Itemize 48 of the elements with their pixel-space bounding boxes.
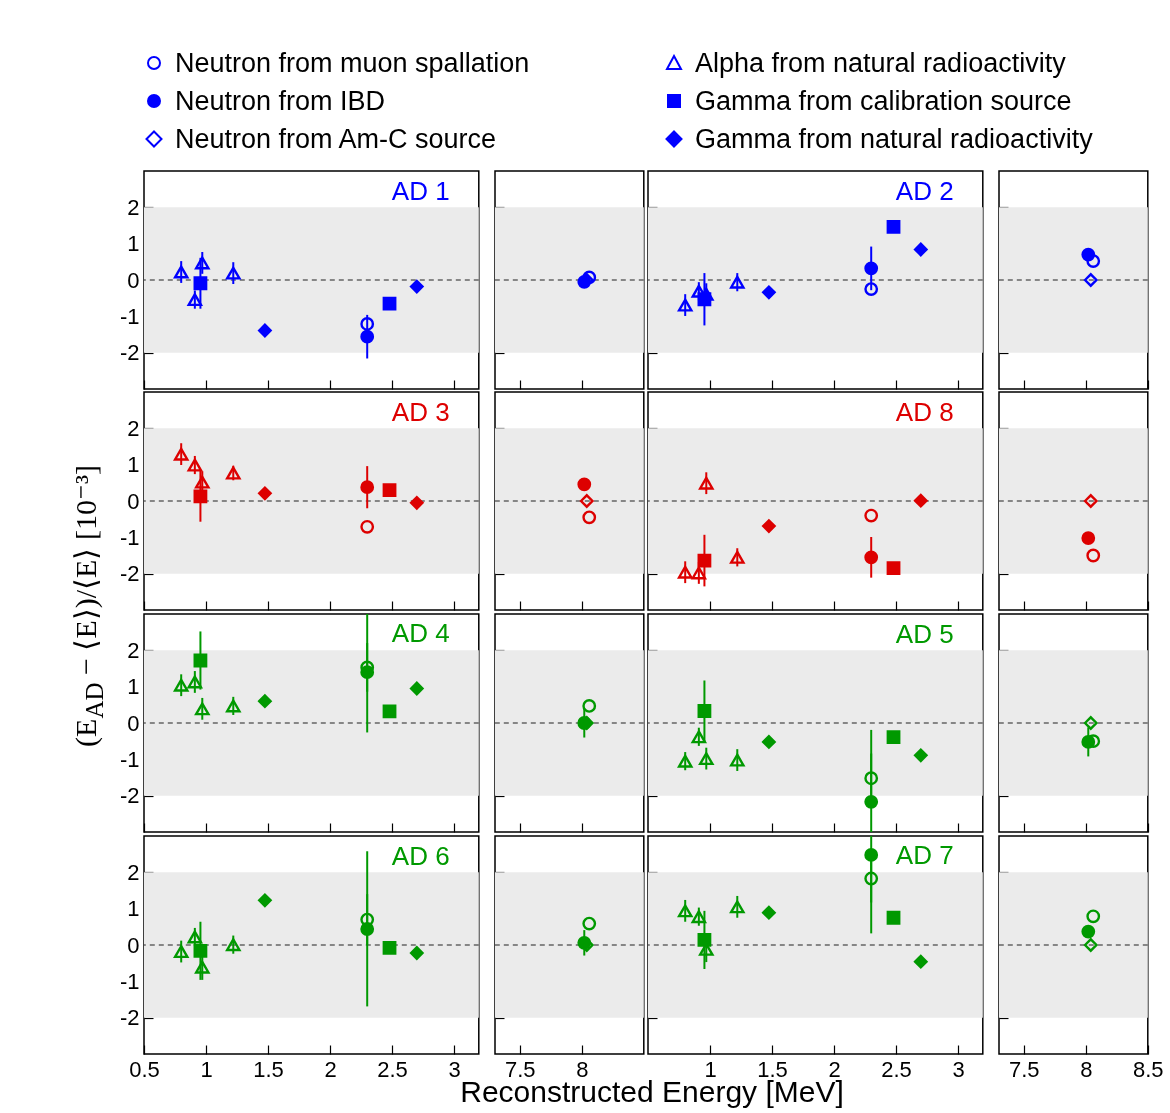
x-tick-label: 3 xyxy=(448,1056,461,1082)
y-tick-label: 2 xyxy=(127,194,140,220)
legend-label: Alpha from natural radioactivity xyxy=(695,47,1066,80)
y-tick-label: 2 xyxy=(127,415,140,441)
y-tick-label: -1 xyxy=(119,746,140,772)
y-tick-label: -2 xyxy=(119,1005,140,1031)
legend-label: Neutron from Am-C source xyxy=(175,123,497,156)
y-tick-label: -1 xyxy=(119,303,140,329)
y-tick-label: 0 xyxy=(127,932,140,958)
chart-title: AD 2 xyxy=(895,176,954,206)
y-tick-label: 0 xyxy=(127,267,140,293)
chart-title: AD 1 xyxy=(391,176,450,206)
y-tick-label: 0 xyxy=(127,710,140,736)
y-tick-label: 2 xyxy=(127,859,140,885)
legend-label: Gamma from natural radioactivity xyxy=(695,123,1093,156)
y-tick-label: 1 xyxy=(127,452,140,478)
x-tick-label: 2 xyxy=(324,1056,337,1082)
x-tick-label: 2.5 xyxy=(881,1056,912,1082)
x-tick-label: 1 xyxy=(200,1056,213,1082)
y-tick-label: -2 xyxy=(119,783,140,809)
x-tick-label: 2.5 xyxy=(377,1056,408,1082)
x-tick-label: 7.5 xyxy=(1009,1056,1040,1082)
legend-label: Gamma from calibration source xyxy=(695,85,1072,118)
x-tick-label: 8.5 xyxy=(1133,1056,1164,1082)
chart-title: AD 5 xyxy=(895,619,954,649)
y-tick-label: -2 xyxy=(119,340,140,366)
y-tick-label: 0 xyxy=(127,488,140,514)
legend-label: Neutron from muon spallation xyxy=(175,47,530,80)
chart-title: AD 8 xyxy=(895,397,954,427)
legend-label: Neutron from IBD xyxy=(175,85,386,118)
y-tick-label: -1 xyxy=(119,968,140,994)
y-tick-label: 1 xyxy=(127,896,140,922)
x-tick-label: 7.5 xyxy=(505,1056,536,1082)
x-tick-label: 8 xyxy=(1080,1056,1093,1082)
y-tick-label: 1 xyxy=(127,674,140,700)
x-tick-label: 0.5 xyxy=(129,1056,160,1082)
x-tick-label: 1 xyxy=(704,1056,717,1082)
chart-title: AD 4 xyxy=(391,618,450,648)
y-tick-label: 2 xyxy=(127,637,140,663)
x-tick-label: 3 xyxy=(952,1056,965,1082)
x-tick-label: 8 xyxy=(576,1056,589,1082)
chart-title: AD 3 xyxy=(391,397,450,427)
y-tick-label: 1 xyxy=(127,231,140,257)
y-tick-label: -2 xyxy=(119,561,140,587)
x-tick-label: 1.5 xyxy=(253,1056,284,1082)
chart-title: AD 6 xyxy=(391,841,450,871)
y-tick-label: -1 xyxy=(119,524,140,550)
chart-title: AD 7 xyxy=(895,840,954,870)
